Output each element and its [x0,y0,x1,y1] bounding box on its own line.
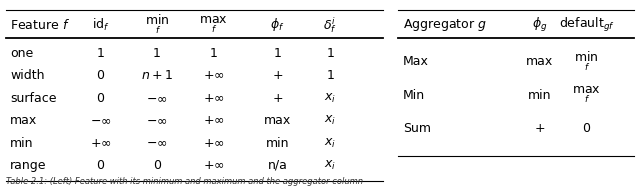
Text: $\min_f$: $\min_f$ [574,50,599,73]
Text: $+\infty$: $+\infty$ [203,69,224,83]
Text: max: max [526,55,553,68]
Text: $-\infty$: $-\infty$ [146,136,168,150]
Text: Aggregator $g$: Aggregator $g$ [403,17,487,33]
Text: 0: 0 [97,92,104,105]
Text: Max: Max [403,55,429,68]
Text: $\mathrm{default}_{gf}$: $\mathrm{default}_{gf}$ [559,16,614,34]
Text: $x_i$: $x_i$ [324,159,336,172]
Text: $\phi_f$: $\phi_f$ [270,16,285,33]
Text: 0: 0 [97,159,104,172]
Text: $\delta_f^i$: $\delta_f^i$ [323,15,337,35]
Text: $\phi_g$: $\phi_g$ [532,16,547,34]
Text: Sum: Sum [403,122,431,135]
Text: $+\infty$: $+\infty$ [203,159,224,172]
Text: 1: 1 [273,47,282,60]
Text: one: one [10,47,33,60]
Text: width: width [10,69,45,83]
Text: 0: 0 [153,159,161,172]
Text: $+\infty$: $+\infty$ [203,92,224,105]
Text: 1: 1 [209,47,218,60]
Text: 1: 1 [326,69,334,83]
Text: 1: 1 [326,47,334,60]
Text: $+\infty$: $+\infty$ [203,136,224,150]
Text: 1: 1 [153,47,161,60]
Text: max: max [10,114,37,127]
Text: $\mathrm{id}_f$: $\mathrm{id}_f$ [92,17,109,33]
Text: Feature $f$: Feature $f$ [10,18,70,32]
Text: $x_i$: $x_i$ [324,136,336,150]
Text: $-\infty$: $-\infty$ [90,114,111,127]
Text: 0: 0 [97,69,104,83]
Text: min: min [266,136,289,150]
Text: Table 2.1: (Left) Feature with its minimum and maximum and the aggregator column: Table 2.1: (Left) Feature with its minim… [6,177,364,186]
Text: surface: surface [10,92,57,105]
Text: $+$: $+$ [534,122,545,135]
Text: min: min [528,89,551,102]
Text: $-\infty$: $-\infty$ [146,114,168,127]
Text: 0: 0 [582,122,591,135]
Text: $+\infty$: $+\infty$ [90,136,111,150]
Text: $+$: $+$ [272,69,283,83]
Text: $+\infty$: $+\infty$ [203,114,224,127]
Text: max: max [264,114,291,127]
Text: min: min [10,136,34,150]
Text: $x_i$: $x_i$ [324,114,336,127]
Text: 1: 1 [97,47,104,60]
Text: Min: Min [403,89,425,102]
Text: $x_i$: $x_i$ [324,92,336,105]
Text: n/a: n/a [268,159,287,172]
Text: range: range [10,159,47,172]
Text: $n+1$: $n+1$ [141,69,173,83]
Text: $\max_f$: $\max_f$ [572,85,601,105]
Text: $\max_f$: $\max_f$ [199,15,228,35]
Text: $-\infty$: $-\infty$ [146,92,168,105]
Text: $\min_f$: $\min_f$ [145,13,170,36]
Text: $+$: $+$ [272,92,283,105]
